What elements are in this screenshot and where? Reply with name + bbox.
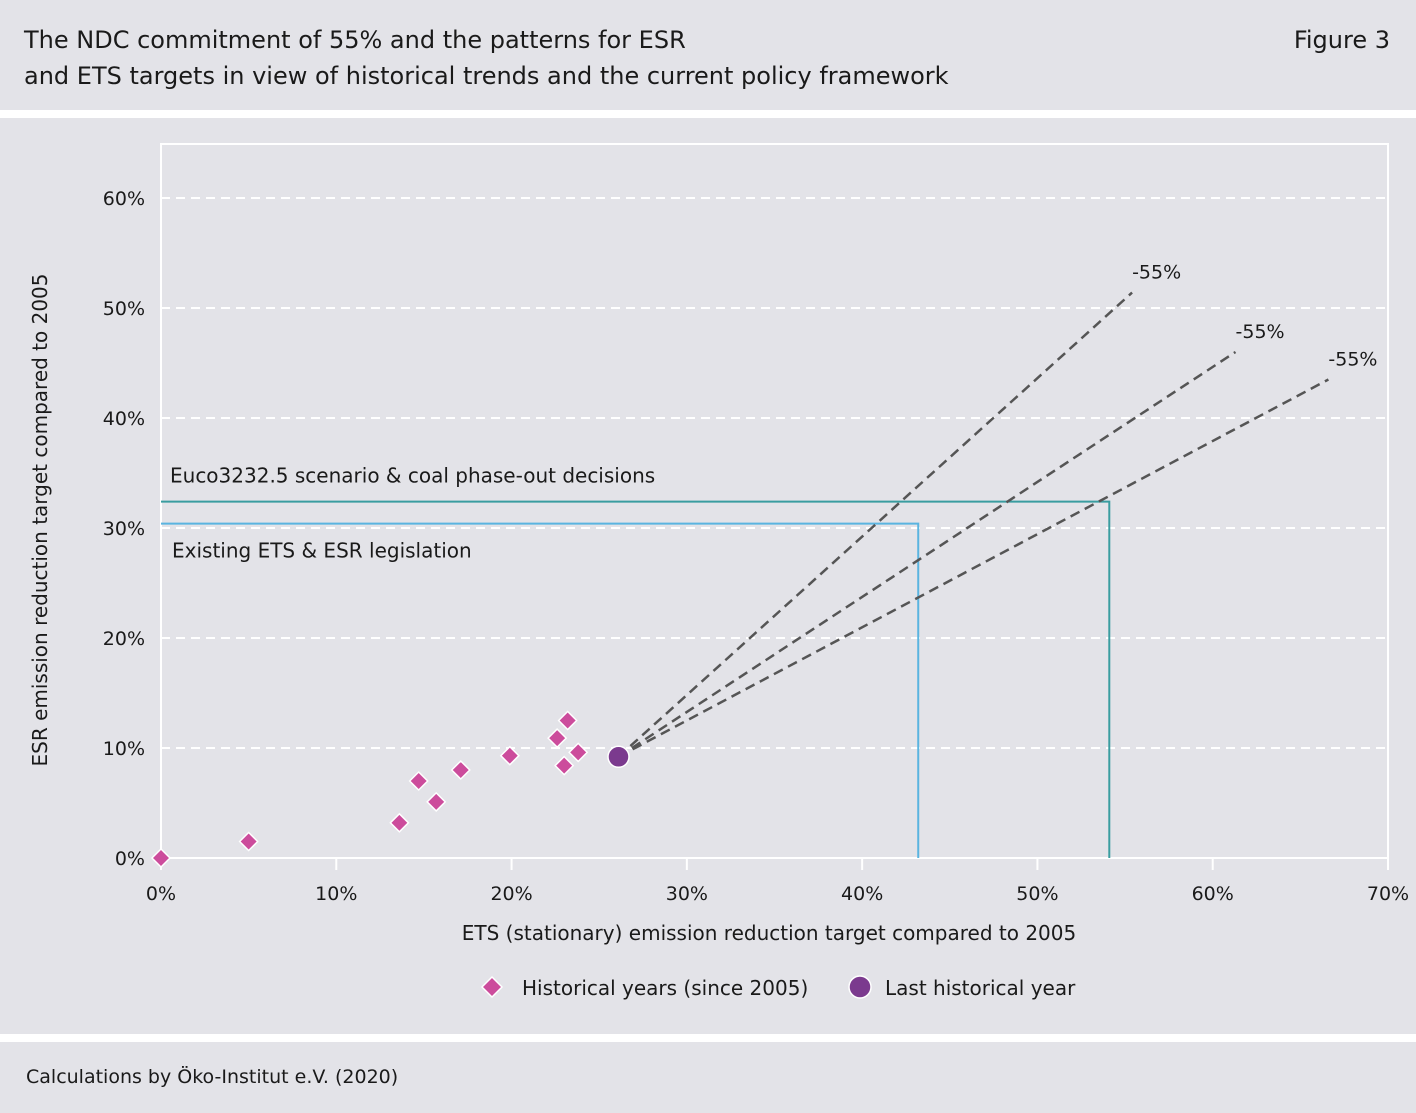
figure-title-line-2: and ETS targets in view of historical tr… [24,62,949,90]
y-tick-label: 10% [103,738,145,760]
legend-last-year-label: Last historical year [885,976,1076,1000]
historical-point [389,812,410,833]
y-tick-label: 50% [103,298,145,320]
x-tick-label: 10% [315,883,357,905]
reduction-path-line [617,350,1237,758]
legend-historical-label: Historical years (since 2005) [522,976,808,1000]
footer: Calculations by Öko-Institut e.V. (2020) [0,1042,1416,1113]
y-tick-label: 0% [115,848,145,870]
legend-circle-icon [848,975,872,999]
euco-target-line [161,500,1111,858]
historical-point [568,742,589,763]
reduction-path-line [617,291,1133,758]
reduction-path-label: -55% [1328,349,1377,371]
last-year-point [607,745,630,769]
historical-point [547,728,568,749]
historical-point [554,755,575,776]
x-tick-label: 0% [146,883,176,905]
figure-label: Figure 3 [1293,26,1390,54]
historical-point [150,847,172,869]
y-axis-title: ESR emission reduction target compared t… [28,273,52,766]
y-tick-label: 20% [103,628,145,650]
historical-point [557,710,578,731]
figure-title-line-1: The NDC commitment of 55% and the patter… [24,26,686,54]
euco-line-label: Euco3232.5 scenario & coal phase-out dec… [170,464,655,488]
y-tick-label: 40% [103,408,145,430]
existing-legislation-line [161,522,920,858]
x-tick-label: 60% [1192,883,1234,905]
x-tick-label: 30% [666,883,708,905]
historical-point [426,791,447,812]
reduction-path-label: -55% [1132,262,1181,284]
historical-point [408,770,429,792]
y-tick-label: 30% [103,518,145,540]
x-tick-label: 70% [1367,883,1409,905]
chart-panel [0,118,1416,1034]
historical-point [450,759,471,781]
scatter-chart: 0% 10% 20% 30% 40% 50% 60% 70% 0% 10% 20% 30% 40% 50%… [28,143,1409,1000]
reduction-path-label: -55% [1236,321,1285,343]
x-tick-label: 40% [841,883,883,905]
x-tick-label: 50% [1016,883,1058,905]
header: The NDC commitment of 55% and the patter… [0,0,1416,110]
historical-point [238,831,259,852]
existing-line-label: Existing ETS & ESR legislation [172,539,472,563]
source-note: Calculations by Öko-Institut e.V. (2020) [26,1066,399,1088]
legend-diamond-icon [480,975,504,999]
x-tick-label: 20% [490,883,532,905]
x-axis-title: ETS (stationary) emission reduction targ… [462,921,1076,945]
reduction-path-line [617,378,1329,758]
historical-point [499,745,520,766]
y-tick-label: 60% [103,188,145,210]
